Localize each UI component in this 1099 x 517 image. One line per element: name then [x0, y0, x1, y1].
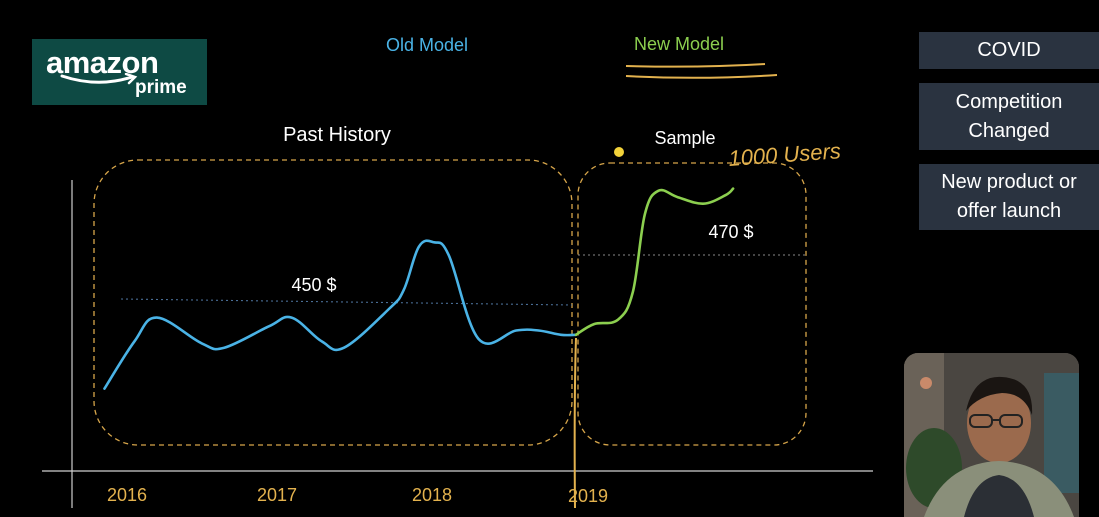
presenter-image	[904, 353, 1079, 517]
presenter-webcam[interactable]	[904, 353, 1079, 517]
side-card-new-product[interactable]: New product or offer launch	[919, 164, 1099, 230]
reference-line-past	[120, 298, 573, 306]
past-history-region	[93, 159, 573, 446]
handwritten-annotation: 1000 Users	[728, 138, 842, 171]
sample-level-label: 470 $	[708, 222, 753, 242]
legend-old-model: Old Model	[386, 35, 469, 55]
amazon-prime-logo: amazon prime	[32, 39, 207, 105]
x-tick-label: 2018	[412, 485, 452, 505]
sample-region	[577, 162, 807, 446]
side-card-label: COVID	[977, 39, 1041, 61]
x-tick-label: 2016	[107, 485, 147, 505]
side-card-label: New product or offer launch	[941, 171, 1077, 222]
yellow-marker	[614, 147, 624, 157]
region-label-past-history: Past History	[283, 124, 391, 146]
past-level-label: 450 $	[291, 275, 336, 295]
x-tick-label: 2017	[257, 485, 297, 505]
logo-smile-icon	[60, 73, 138, 85]
series-line-new-model	[574, 187, 735, 337]
side-card-label: Competition Changed	[955, 90, 1063, 142]
side-card-covid[interactable]: COVID	[919, 32, 1099, 69]
logo-line2: prime	[135, 77, 187, 98]
side-card-competition[interactable]: Competition Changed	[919, 83, 1099, 150]
x-tick-label: 2019	[568, 486, 608, 506]
legend-new-model: New Model	[634, 34, 725, 54]
new-model-underline	[625, 74, 778, 79]
new-model-underline	[625, 63, 766, 68]
region-label-sample: Sample	[654, 128, 715, 148]
split-marker-line	[573, 337, 577, 509]
series-line-old-model	[103, 239, 578, 390]
logo-line1: amazon	[46, 45, 159, 80]
